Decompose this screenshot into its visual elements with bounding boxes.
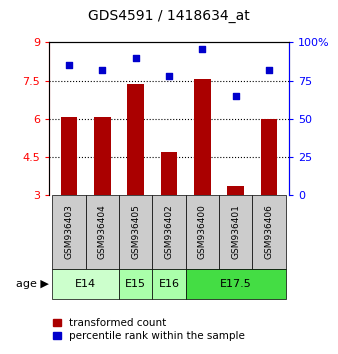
Point (233, 93, 238, 98)
Text: GSM936405: GSM936405 (131, 204, 140, 259)
Bar (194, 79, 211, 195)
Text: age ▶: age ▶ (16, 279, 49, 289)
Bar (227, 186, 244, 195)
Text: E17.5: E17.5 (220, 279, 251, 289)
Text: GDS4591 / 1418634_at: GDS4591 / 1418634_at (88, 9, 250, 23)
Bar (152, 269, 186, 299)
Bar (152, 195, 186, 269)
Point (266, 67, 272, 73)
Point (66, 63, 72, 68)
Text: GSM936402: GSM936402 (165, 205, 173, 259)
Legend: transformed count, percentile rank within the sample: transformed count, percentile rank withi… (49, 314, 249, 346)
Text: GSM936404: GSM936404 (98, 205, 107, 259)
Text: E15: E15 (125, 279, 146, 289)
Bar (252, 195, 286, 269)
Bar (219, 195, 252, 269)
Point (200, 46, 205, 51)
Bar (86, 195, 119, 269)
Text: GSM936401: GSM936401 (231, 204, 240, 259)
Point (166, 73, 172, 79)
Text: E14: E14 (75, 279, 96, 289)
Text: E16: E16 (159, 279, 179, 289)
Point (100, 67, 105, 73)
Bar (61, 117, 77, 195)
Bar (52, 269, 119, 299)
Point (133, 55, 138, 61)
Text: GSM936403: GSM936403 (65, 204, 73, 259)
Bar (119, 269, 152, 299)
Text: GSM936406: GSM936406 (265, 204, 273, 259)
Bar (186, 269, 286, 299)
Bar (161, 152, 177, 195)
Bar (186, 195, 219, 269)
Bar (127, 84, 144, 195)
Text: GSM936400: GSM936400 (198, 204, 207, 259)
Bar (94, 117, 111, 195)
Bar (52, 195, 86, 269)
Bar (261, 119, 277, 195)
Bar (119, 195, 152, 269)
